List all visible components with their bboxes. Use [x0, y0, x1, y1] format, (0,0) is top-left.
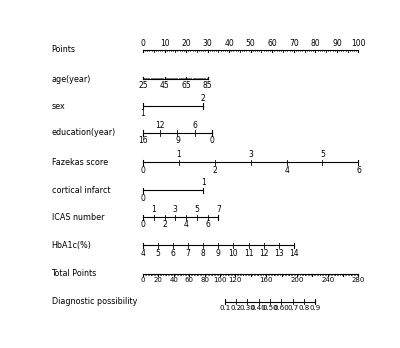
Text: education(year): education(year) — [52, 128, 116, 137]
Text: 0.50: 0.50 — [262, 305, 278, 311]
Text: 160: 160 — [259, 277, 273, 283]
Text: 10: 10 — [160, 39, 169, 48]
Text: 4: 4 — [140, 248, 146, 258]
Text: 0.7: 0.7 — [287, 305, 298, 311]
Text: 65: 65 — [181, 81, 191, 90]
Text: 85: 85 — [203, 81, 212, 90]
Text: 0.30: 0.30 — [240, 305, 255, 311]
Text: 0: 0 — [141, 277, 145, 283]
Text: 5: 5 — [320, 150, 325, 159]
Text: 240: 240 — [321, 277, 334, 283]
Text: 1: 1 — [151, 205, 156, 214]
Text: 3: 3 — [248, 150, 253, 159]
Text: 0.9: 0.9 — [310, 305, 321, 311]
Text: 2: 2 — [212, 166, 217, 175]
Text: 4: 4 — [184, 221, 188, 229]
Text: 120: 120 — [229, 277, 242, 283]
Text: 45: 45 — [160, 81, 170, 90]
Text: 14: 14 — [289, 248, 299, 258]
Text: 4: 4 — [284, 166, 289, 175]
Text: 1: 1 — [141, 109, 145, 118]
Text: Fazekas score: Fazekas score — [52, 158, 108, 167]
Text: 16: 16 — [138, 136, 148, 145]
Text: 0: 0 — [140, 166, 146, 175]
Text: cortical infarct: cortical infarct — [52, 186, 110, 195]
Text: 6: 6 — [192, 121, 197, 130]
Text: 9: 9 — [216, 248, 221, 258]
Text: 0: 0 — [140, 39, 146, 48]
Text: 50: 50 — [246, 39, 256, 48]
Text: 80: 80 — [200, 277, 209, 283]
Text: 0: 0 — [210, 136, 214, 145]
Text: 12: 12 — [156, 121, 165, 130]
Text: 3: 3 — [173, 205, 178, 214]
Text: 6: 6 — [171, 248, 176, 258]
Text: HbA1c(%): HbA1c(%) — [52, 241, 92, 250]
Text: 10: 10 — [229, 248, 238, 258]
Text: 30: 30 — [203, 39, 212, 48]
Text: 0.40: 0.40 — [251, 305, 267, 311]
Text: 8: 8 — [201, 248, 206, 258]
Text: ICAS number: ICAS number — [52, 213, 104, 222]
Text: 13: 13 — [274, 248, 284, 258]
Text: age(year): age(year) — [52, 75, 91, 84]
Text: 200: 200 — [290, 277, 304, 283]
Text: 1: 1 — [201, 178, 206, 187]
Text: 0.1: 0.1 — [219, 305, 230, 311]
Text: 60: 60 — [185, 277, 194, 283]
Text: 12: 12 — [259, 248, 268, 258]
Text: 20: 20 — [154, 277, 163, 283]
Text: 40: 40 — [169, 277, 178, 283]
Text: 280: 280 — [352, 277, 365, 283]
Text: 5: 5 — [156, 248, 160, 258]
Text: 2: 2 — [201, 94, 206, 103]
Text: 25: 25 — [138, 81, 148, 90]
Text: 40: 40 — [224, 39, 234, 48]
Text: 0: 0 — [140, 194, 146, 203]
Text: 0.60: 0.60 — [274, 305, 289, 311]
Text: Total Points: Total Points — [52, 269, 97, 278]
Text: 80: 80 — [310, 39, 320, 48]
Text: 0: 0 — [140, 221, 146, 229]
Text: 7: 7 — [216, 205, 221, 214]
Text: 1: 1 — [177, 150, 181, 159]
Text: Points: Points — [52, 45, 76, 54]
Text: 100: 100 — [213, 277, 227, 283]
Text: 100: 100 — [351, 39, 366, 48]
Text: sex: sex — [52, 102, 65, 111]
Text: 11: 11 — [244, 248, 253, 258]
Text: 70: 70 — [289, 39, 299, 48]
Text: 6: 6 — [356, 166, 361, 175]
Text: 2: 2 — [162, 221, 167, 229]
Text: 90: 90 — [332, 39, 342, 48]
Text: 60: 60 — [267, 39, 277, 48]
Text: 5: 5 — [194, 205, 199, 214]
Text: 6: 6 — [205, 221, 210, 229]
Text: 9: 9 — [175, 136, 180, 145]
Text: 7: 7 — [186, 248, 191, 258]
Text: Diagnostic possibility: Diagnostic possibility — [52, 297, 137, 306]
Text: 0.2: 0.2 — [231, 305, 242, 311]
Text: 0.8: 0.8 — [298, 305, 310, 311]
Text: 20: 20 — [181, 39, 191, 48]
